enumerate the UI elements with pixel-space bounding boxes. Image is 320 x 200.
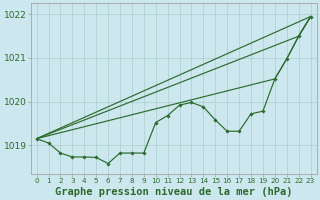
X-axis label: Graphe pression niveau de la mer (hPa): Graphe pression niveau de la mer (hPa) <box>55 186 292 197</box>
